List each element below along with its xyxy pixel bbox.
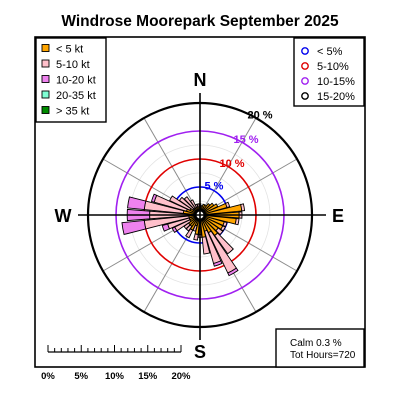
sector-320-class-1 bbox=[183, 196, 196, 210]
scale-bar-label: 15% bbox=[138, 371, 158, 382]
compass-east: E bbox=[332, 206, 344, 226]
sector-70-class-1 bbox=[224, 201, 231, 209]
sector-280-class-2 bbox=[127, 196, 147, 211]
legend-label: 20-35 kt bbox=[56, 90, 96, 102]
ring-label-20: 20 % bbox=[247, 110, 272, 122]
ring-legend-marker bbox=[301, 92, 309, 100]
ring-legend-marker bbox=[301, 77, 309, 85]
sector-170-class-1 bbox=[201, 236, 211, 255]
legend-swatch bbox=[41, 106, 50, 114]
sector-350-class-1 bbox=[196, 203, 200, 208]
scale-bar: 0% 5% 10% 15% 20% bbox=[41, 345, 191, 382]
ring-legend-label: 15-20% bbox=[317, 91, 355, 103]
sector-80-class-1 bbox=[240, 203, 246, 212]
sector-260-class-2 bbox=[121, 219, 147, 236]
legend-label: < 5 kt bbox=[56, 44, 83, 56]
legend-label: 10-20 kt bbox=[56, 75, 96, 87]
calm-text: Calm 0.3 % bbox=[290, 338, 342, 349]
compass-axes bbox=[78, 93, 326, 340]
speed-legend: < 5 kt 5-10 kt 10-20 kt 20-35 kt > 35 kt bbox=[35, 37, 107, 123]
sector-310-class-1 bbox=[178, 196, 195, 211]
sector-250-class-2 bbox=[161, 223, 170, 232]
sector-290-class-2 bbox=[150, 193, 158, 203]
calm-box: Calm 0.3 % Tot Hours=720 bbox=[275, 328, 365, 368]
sector-150-class-2 bbox=[227, 267, 239, 277]
sector-110-class-1 bbox=[222, 221, 228, 228]
sector-190-class-1 bbox=[193, 233, 199, 241]
chart-title: Windrose Moorepark September 2025 bbox=[61, 13, 339, 30]
legend-swatch bbox=[41, 90, 50, 99]
scale-bar-label: 20% bbox=[171, 371, 191, 382]
legend-swatch bbox=[41, 44, 50, 52]
tot-hours-text: Tot Hours=720 bbox=[290, 350, 356, 361]
legend-label: > 35 kt bbox=[56, 106, 89, 118]
ring-labels: 5 % 10 % 15 % 20 % bbox=[205, 110, 273, 193]
ring-label-5: 5 % bbox=[205, 180, 224, 192]
ring-legend: < 5% 5-10% 10-15% 15-20% bbox=[293, 37, 365, 107]
sector-100-class-1 bbox=[234, 218, 240, 226]
ring-legend-label: 5-10% bbox=[317, 61, 349, 73]
sector-240-class-2 bbox=[171, 226, 178, 234]
plot-frame bbox=[34, 36, 366, 368]
compass-west: W bbox=[55, 206, 72, 226]
scale-bar-label: 0% bbox=[41, 371, 55, 382]
legend-swatch bbox=[41, 59, 50, 68]
compass-north: N bbox=[194, 70, 207, 90]
legend-swatch bbox=[41, 75, 50, 83]
sector-140-class-1 bbox=[214, 232, 234, 255]
ring-legend-marker bbox=[301, 47, 309, 55]
ring-legend-label: 10-15% bbox=[317, 76, 355, 88]
ring-label-10: 10 % bbox=[219, 158, 244, 170]
ring-label-15: 15 % bbox=[233, 134, 258, 146]
sector-210-class-1 bbox=[185, 228, 194, 239]
compass-south: S bbox=[194, 342, 206, 362]
legend-label: 5-10 kt bbox=[56, 59, 90, 71]
scale-bar-label: 5% bbox=[74, 371, 88, 382]
ring-legend-label: < 5% bbox=[317, 46, 343, 58]
sector-160-class-2 bbox=[212, 260, 223, 267]
sector-330-class-1 bbox=[189, 199, 197, 209]
sector-120-class-1 bbox=[220, 225, 226, 232]
sector-130-class-1 bbox=[215, 227, 224, 236]
scale-bar-label: 10% bbox=[105, 371, 125, 382]
ring-legend-marker bbox=[301, 62, 309, 70]
sector-300-class-1 bbox=[169, 195, 192, 211]
